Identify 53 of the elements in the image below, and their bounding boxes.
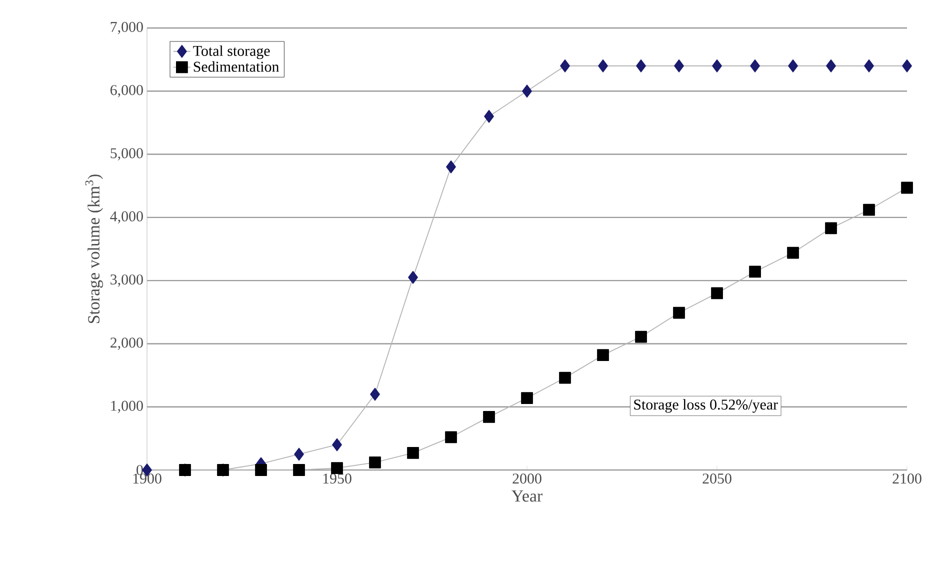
legend-label: Total storage (193, 45, 270, 60)
point (902, 59, 912, 72)
y-axis-title: Storage volume (km$^{3}$) (85, 174, 104, 324)
point (901, 182, 913, 194)
point (484, 110, 494, 123)
x-tick-label: 2100 (892, 474, 922, 484)
point (712, 59, 722, 72)
x-tick-label: 1950 (323, 474, 352, 484)
point (749, 266, 761, 278)
point (826, 59, 836, 72)
point (483, 411, 495, 423)
point (864, 59, 874, 72)
x-axis-title: Year (512, 490, 542, 502)
y-tick-label: 0 (136, 464, 143, 476)
point (788, 59, 798, 72)
point (521, 392, 533, 404)
legend-label: Sedimentation (194, 61, 280, 72)
annotation: Storage loss 0.52%/year (634, 399, 778, 413)
point (863, 204, 875, 216)
point (445, 431, 457, 444)
point (598, 59, 608, 72)
point (408, 270, 418, 284)
x-tick-label: 2000 (512, 474, 542, 484)
x-tick-label: 2050 (702, 474, 732, 484)
point (711, 287, 723, 300)
point (255, 464, 267, 476)
point (674, 59, 684, 72)
point (635, 330, 647, 343)
y-tick-label: 6,000 (110, 85, 143, 98)
point (446, 160, 456, 174)
point (293, 464, 305, 476)
point (560, 59, 570, 72)
point (673, 306, 685, 319)
point (332, 438, 342, 452)
y-tick-label: 3,000 (110, 274, 143, 287)
y-tick-label: 4,000 (110, 211, 143, 224)
point (636, 59, 646, 72)
point (370, 388, 380, 401)
y-tick-label: 2,000 (110, 338, 143, 350)
point (750, 59, 760, 72)
y-tick-label: 1,000 (111, 400, 143, 413)
x-tick-label: 1900 (133, 474, 162, 484)
point (407, 447, 419, 459)
point (369, 456, 381, 468)
y-tick-label: 7,000 (110, 22, 143, 34)
point (294, 448, 304, 461)
point (787, 246, 799, 259)
y-tick-label: 5,000 (110, 148, 143, 160)
point (597, 349, 609, 362)
point (331, 462, 343, 474)
point (559, 372, 571, 384)
point (825, 222, 837, 234)
point (522, 84, 532, 98)
